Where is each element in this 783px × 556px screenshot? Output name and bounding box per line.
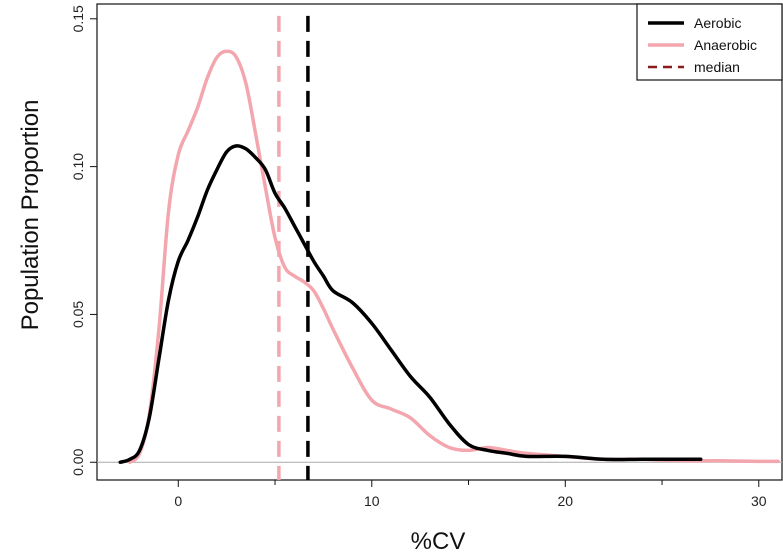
x-axis-ticks: 0 10 20 30 — [174, 480, 767, 509]
y-tick-label: 0.15 — [70, 5, 86, 32]
x-axis-label: %CV — [411, 528, 466, 555]
legend-label-aerobic: Aerobic — [694, 15, 741, 31]
x-tick-label: 30 — [751, 493, 767, 509]
y-axis-ticks: 0.00 0.05 0.10 0.15 — [70, 5, 97, 476]
y-tick-label: 0.00 — [70, 448, 86, 475]
plot-frame — [96, 3, 783, 481]
y-tick-label: 0.05 — [70, 301, 86, 328]
series-lines — [118, 49, 780, 465]
y-tick-label: 0.10 — [70, 153, 86, 180]
median-lines — [277, 15, 310, 480]
x-tick-label: 20 — [557, 493, 573, 509]
series-line-anaerobic — [128, 49, 780, 465]
legend-label-anaerobic: Anaerobic — [694, 37, 757, 53]
series-line-aerobic — [118, 144, 703, 465]
legend: Aerobic Anaerobic median — [636, 3, 783, 81]
x-tick-label: 0 — [174, 493, 182, 509]
legend-box — [636, 3, 783, 81]
y-axis-label: Population Proportion — [17, 100, 44, 331]
legend-label-median: median — [694, 59, 740, 75]
x-tick-label: 10 — [364, 493, 380, 509]
